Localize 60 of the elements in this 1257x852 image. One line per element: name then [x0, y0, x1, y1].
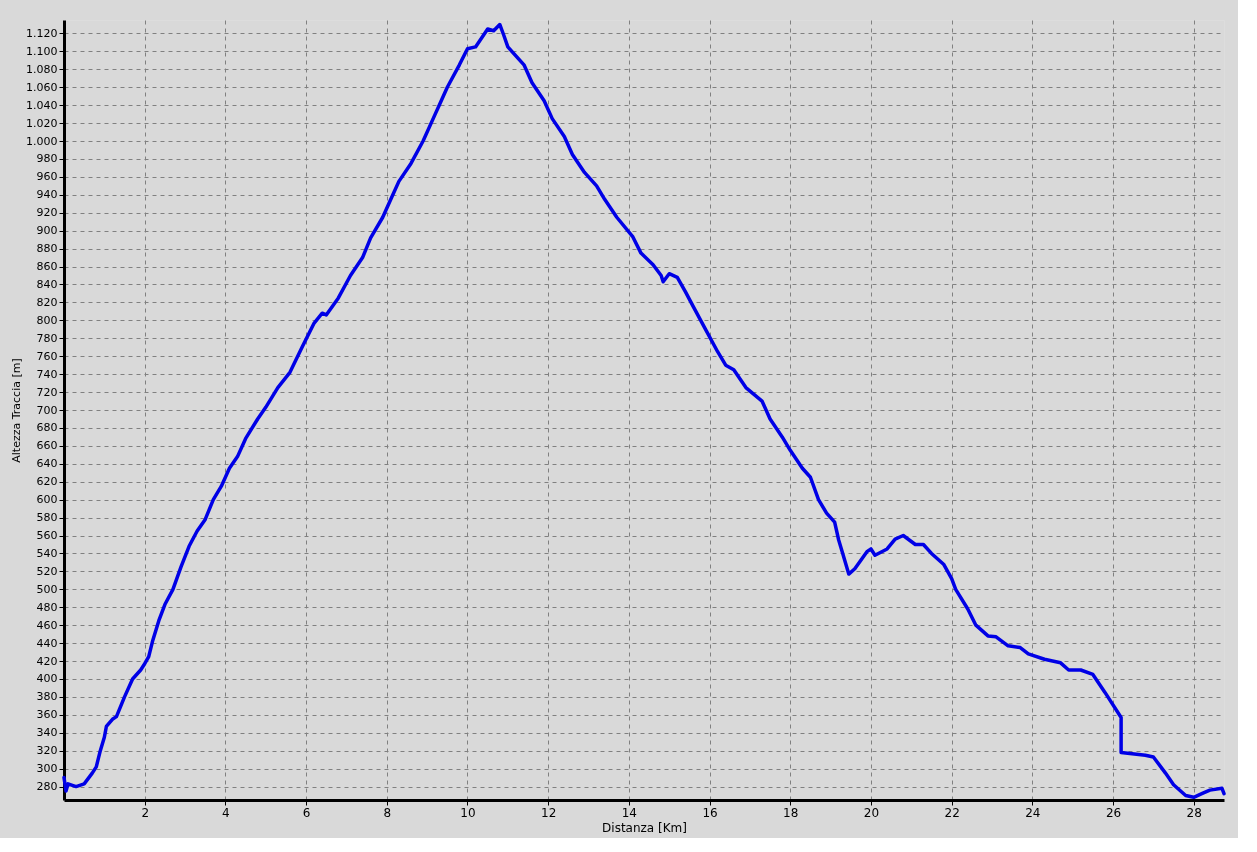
y-tick-label: 320	[36, 744, 58, 758]
y-tick-label: 760	[36, 349, 58, 363]
y-tick-label: 400	[36, 672, 58, 686]
y-tick-label: 840	[36, 277, 58, 291]
y-tick-label: 800	[36, 313, 58, 327]
y-tick-label: 360	[36, 708, 58, 722]
y-tick-label: 680	[36, 421, 58, 435]
y-tick-label: 280	[36, 780, 58, 794]
y-tick-label: 720	[36, 385, 58, 399]
x-tick-label: 24	[1025, 805, 1041, 820]
y-tick-label: 440	[36, 636, 58, 650]
line-series	[62, 22, 1226, 800]
x-tick-label: 16	[702, 805, 718, 820]
y-tick-label: 580	[36, 511, 58, 525]
x-tick-label: 8	[383, 805, 392, 820]
y-tick-label: 1.000	[26, 134, 58, 148]
y-tick-label: 1.120	[26, 26, 58, 40]
y-tick-label: 900	[36, 224, 58, 238]
y-tick-label: 640	[36, 457, 58, 471]
x-tick-label: 10	[460, 805, 476, 820]
y-tick-label: 480	[36, 600, 58, 614]
y-tick-label: 520	[36, 564, 58, 578]
y-tick-label: 860	[36, 260, 58, 274]
y-tick-label: 940	[36, 188, 58, 202]
y-axis-title: Altezza Traccia [m]	[10, 358, 24, 463]
y-tick-label: 540	[36, 546, 58, 560]
y-tick-label: 820	[36, 295, 58, 309]
y-tick-label: 1.100	[26, 44, 58, 58]
x-tick-label: 18	[783, 805, 799, 820]
y-tick-label: 1.080	[26, 62, 58, 76]
x-tick-label: 28	[1186, 805, 1202, 820]
y-tick-label: 700	[36, 403, 58, 417]
x-tick-label: 2	[141, 805, 150, 820]
y-tick-label: 920	[36, 206, 58, 220]
y-tick-label: 960	[36, 170, 58, 184]
y-tick-label: 460	[36, 618, 58, 632]
x-tick-label: 22	[944, 805, 960, 820]
y-tick-label: 340	[36, 726, 58, 740]
y-tick-label: 660	[36, 439, 58, 453]
y-tick-label: 780	[36, 331, 58, 345]
y-tick-label: 1.040	[26, 98, 58, 112]
y-tick-label: 560	[36, 529, 58, 543]
y-tick-label: 1.060	[26, 80, 58, 94]
y-tick-label: 620	[36, 475, 58, 489]
y-tick-label: 420	[36, 654, 58, 668]
x-tick-label: 14	[621, 805, 638, 820]
x-tick-label: 26	[1105, 805, 1122, 820]
y-tick-label: 740	[36, 367, 58, 381]
y-tick-label: 380	[36, 690, 58, 704]
x-tick-label: 20	[863, 805, 880, 820]
x-tick-label: 4	[222, 805, 230, 820]
x-axis-title: Distanza [Km]	[602, 820, 687, 835]
y-tick-label: 880	[36, 242, 58, 256]
y-tick-label: 1.020	[26, 116, 58, 130]
y-tick-label: 980	[36, 152, 58, 166]
x-tick-label: 6	[302, 805, 311, 820]
y-tick-label: 600	[36, 493, 58, 507]
y-tick-label: 500	[36, 582, 58, 596]
y-tick-label: 300	[36, 762, 58, 776]
x-tick-label: 12	[541, 805, 557, 820]
